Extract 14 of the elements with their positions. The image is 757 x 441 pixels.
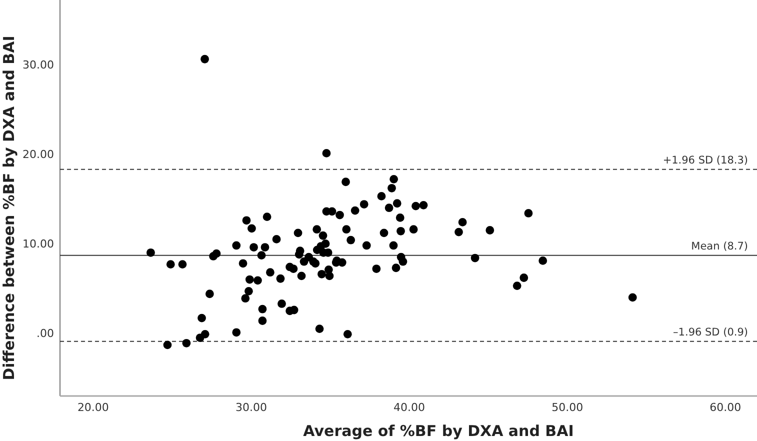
ref-line-label: +1.96 SD (18.3) [662,154,748,166]
y-tick-label: 20.00 [22,148,54,161]
x-tick-label: 20.00 [77,401,109,414]
x-tick-label: 30.00 [235,401,267,414]
ref-line-label: –1.96 SD (0.9) [673,326,748,338]
y-axis-title: Difference between %BF by DXA and BAI [0,36,18,380]
ref-line-label: Mean (8.7) [691,240,748,252]
x-tick-label: 40.00 [394,401,426,414]
y-tick-label: .00 [36,327,54,340]
y-tick-label: 30.00 [22,58,54,72]
x-tick-label: 50.00 [552,401,584,414]
x-axis-title: Average of %BF by DXA and BAI [303,422,574,440]
x-tick-label: 60.00 [710,401,742,414]
y-tick-label: 10.00 [22,238,54,251]
